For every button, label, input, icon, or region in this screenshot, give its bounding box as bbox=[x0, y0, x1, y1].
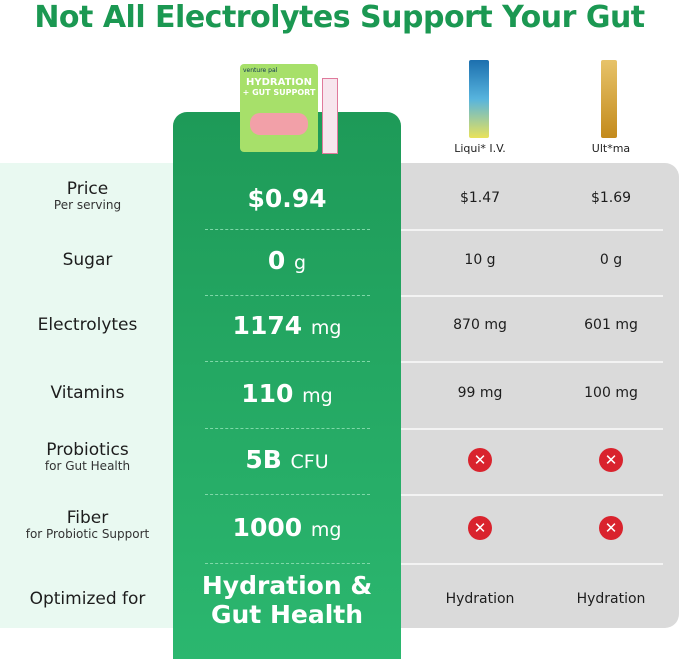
label-sub: for Probiotic Support bbox=[25, 527, 150, 541]
row-label: Price Per serving bbox=[0, 180, 175, 213]
competitor-panel bbox=[380, 163, 679, 628]
our-value: 1000 mg bbox=[173, 513, 401, 545]
our-value: 1174 mg bbox=[173, 311, 401, 343]
divider bbox=[401, 295, 663, 297]
divider bbox=[205, 563, 370, 564]
label-text: Electrolytes bbox=[37, 315, 138, 335]
competitor-value: 0 g bbox=[599, 252, 623, 268]
stick-pack bbox=[322, 78, 338, 154]
divider bbox=[401, 494, 663, 496]
value: 5B bbox=[245, 445, 282, 474]
competitor-value: Hydration bbox=[576, 591, 646, 607]
competitor-name: Ult*ma bbox=[591, 142, 631, 155]
unit: mg bbox=[302, 385, 333, 407]
row-label: Probiotics for Gut Health bbox=[0, 441, 175, 474]
cross-icon: ✕ bbox=[599, 516, 623, 540]
competitor-value: 10 g bbox=[464, 252, 496, 268]
competitor-image bbox=[469, 60, 489, 138]
divider bbox=[401, 229, 663, 231]
label-text: Fiber bbox=[66, 508, 109, 528]
competitor-value: 870 mg bbox=[453, 317, 507, 333]
row-label: Fiber for Probiotic Support bbox=[0, 509, 175, 542]
our-value: 110 mg bbox=[173, 379, 401, 411]
divider bbox=[401, 361, 663, 363]
value: Gut Health bbox=[210, 600, 364, 629]
competitor-name: Liqui* I.V. bbox=[454, 142, 506, 155]
unit: mg bbox=[310, 317, 342, 339]
pack-line: + GUT SUPPORT bbox=[242, 88, 316, 97]
value: 1000 bbox=[232, 513, 303, 542]
our-value: Hydration & Gut Health bbox=[173, 571, 401, 629]
pack-fruit bbox=[250, 113, 308, 135]
our-value: $0.94 bbox=[173, 184, 401, 213]
title: Not All Electrolytes Support Your Gut bbox=[34, 0, 645, 35]
competitor-value: $1.47 bbox=[459, 190, 501, 206]
label-sub: Per serving bbox=[53, 198, 122, 212]
unit: mg bbox=[310, 519, 342, 541]
label-panel bbox=[0, 163, 200, 628]
divider bbox=[205, 494, 370, 495]
cross-icon: ✕ bbox=[468, 448, 492, 472]
label-text: Price bbox=[66, 179, 109, 199]
divider bbox=[205, 361, 370, 362]
divider bbox=[401, 428, 663, 430]
row-label: Electrolytes bbox=[0, 316, 175, 334]
row-label: Sugar bbox=[0, 251, 175, 269]
value: 110 bbox=[241, 379, 294, 408]
label-text: Probiotics bbox=[46, 440, 129, 460]
divider bbox=[401, 563, 663, 565]
product-pack: venture pal HYDRATION + GUT SUPPORT bbox=[240, 64, 318, 152]
divider bbox=[205, 295, 370, 296]
row-label: Vitamins bbox=[0, 384, 175, 402]
competitor-image bbox=[601, 60, 617, 138]
cross-icon: ✕ bbox=[468, 516, 492, 540]
cross-icon: ✕ bbox=[599, 448, 623, 472]
competitor-value: 100 mg bbox=[584, 385, 638, 401]
competitor-value: $1.69 bbox=[590, 190, 632, 206]
value: 0 bbox=[267, 246, 286, 275]
our-value: 0 g bbox=[173, 246, 401, 278]
label-text: Vitamins bbox=[50, 383, 125, 403]
divider bbox=[205, 229, 370, 230]
divider bbox=[205, 428, 370, 429]
pack-line: HYDRATION bbox=[246, 77, 312, 88]
unit: CFU bbox=[290, 451, 329, 473]
competitor-value: Hydration bbox=[445, 591, 515, 607]
label-sub: for Gut Health bbox=[44, 459, 131, 473]
value: Hydration & bbox=[201, 571, 373, 600]
value: $0.94 bbox=[247, 184, 327, 213]
pack-brand: venture pal bbox=[243, 67, 278, 74]
label-text: Optimized for bbox=[29, 589, 146, 609]
row-label: Optimized for bbox=[0, 590, 175, 608]
competitor-value: 601 mg bbox=[584, 317, 638, 333]
product-column bbox=[173, 112, 401, 659]
unit: g bbox=[294, 252, 307, 274]
label-text: Sugar bbox=[62, 250, 113, 270]
competitor-value: 99 mg bbox=[457, 385, 503, 401]
value: 1174 bbox=[232, 311, 303, 340]
our-value: 5B CFU bbox=[173, 445, 401, 477]
